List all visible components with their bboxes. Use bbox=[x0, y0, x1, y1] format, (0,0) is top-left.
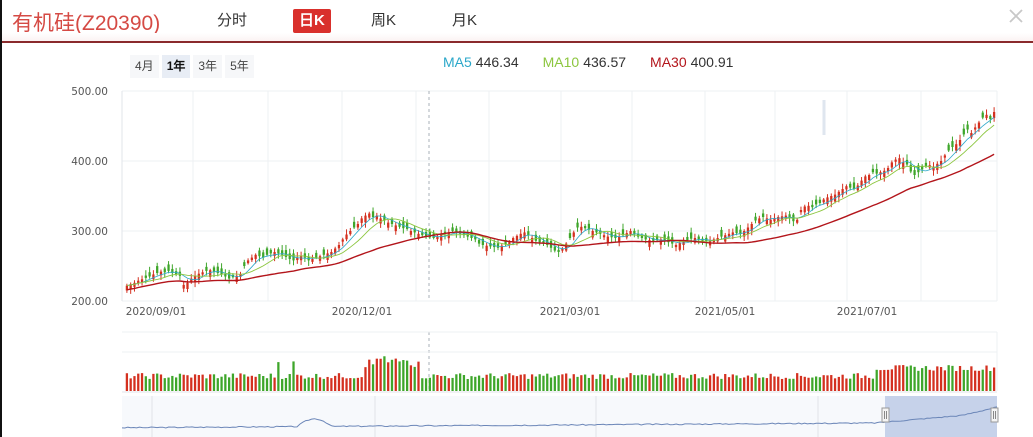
tab-intraday[interactable]: 分时 bbox=[217, 12, 248, 29]
navigator-right-handle[interactable] bbox=[990, 407, 999, 423]
x-tick-label: 2020/09/01 bbox=[126, 306, 187, 318]
y-tick-label: 400.00 bbox=[71, 156, 108, 168]
legend-ma30-value: 400.91 bbox=[690, 54, 734, 70]
legend-ma10-value: 436.57 bbox=[583, 54, 627, 70]
legend-ma5: MA5 446.34 bbox=[443, 54, 519, 70]
navigator[interactable] bbox=[121, 396, 999, 437]
ma30-line bbox=[126, 153, 995, 291]
navigator-selection[interactable] bbox=[885, 396, 997, 437]
legend-ma10-label: MA10 bbox=[542, 54, 580, 70]
range-5-years[interactable]: 5年 bbox=[225, 55, 254, 78]
candlesticks bbox=[125, 107, 996, 294]
range-1-year[interactable]: 1年 bbox=[161, 55, 191, 78]
legend-ma5-value: 446.34 bbox=[475, 54, 519, 70]
ma5-line bbox=[126, 116, 995, 286]
x-tick-label: 2020/12/01 bbox=[332, 306, 393, 318]
volume-pane bbox=[122, 331, 998, 393]
x-tick-label: 2021/05/01 bbox=[695, 306, 756, 318]
ma-legend: MA5 446.34 MA10 436.57 MA30 400.91 bbox=[443, 54, 733, 70]
range-3-years[interactable]: 3年 bbox=[193, 55, 223, 78]
tab-monthly-k[interactable]: 月K bbox=[452, 12, 478, 29]
legend-ma10: MA10 436.57 bbox=[543, 54, 626, 70]
header-shade bbox=[2, 33, 1033, 41]
x-tick-label: 2021/03/01 bbox=[540, 306, 601, 318]
range-selector: 4月 1年 3年 5年 bbox=[130, 55, 254, 78]
range-4-months[interactable]: 4月 bbox=[130, 55, 159, 78]
legend-ma30-label: MA30 bbox=[650, 54, 687, 70]
x-tick-label: 2021/07/01 bbox=[837, 306, 898, 318]
legend-ma30: MA30 400.91 bbox=[650, 54, 733, 70]
price-grid: 500.00 400.00 300.00 200.00 bbox=[71, 86, 998, 392]
close-icon[interactable] bbox=[1008, 8, 1024, 24]
page-title: 有机硅(Z20390) bbox=[12, 12, 161, 35]
window-left-border bbox=[0, 0, 2, 437]
tab-weekly-k[interactable]: 周K bbox=[371, 12, 397, 29]
navigator-left-handle[interactable] bbox=[881, 407, 890, 423]
tab-daily-k[interactable]: 日K bbox=[293, 9, 331, 33]
legend-ma5-label: MA5 bbox=[443, 54, 472, 70]
ma10-line bbox=[126, 124, 995, 287]
header: 有机硅(Z20390) 分时 日K 周K 月K bbox=[0, 0, 1033, 42]
y-tick-label: 300.00 bbox=[71, 226, 108, 238]
header-divider bbox=[2, 41, 1033, 43]
y-tick-label: 500.00 bbox=[71, 86, 108, 98]
y-tick-label: 200.00 bbox=[71, 296, 108, 308]
